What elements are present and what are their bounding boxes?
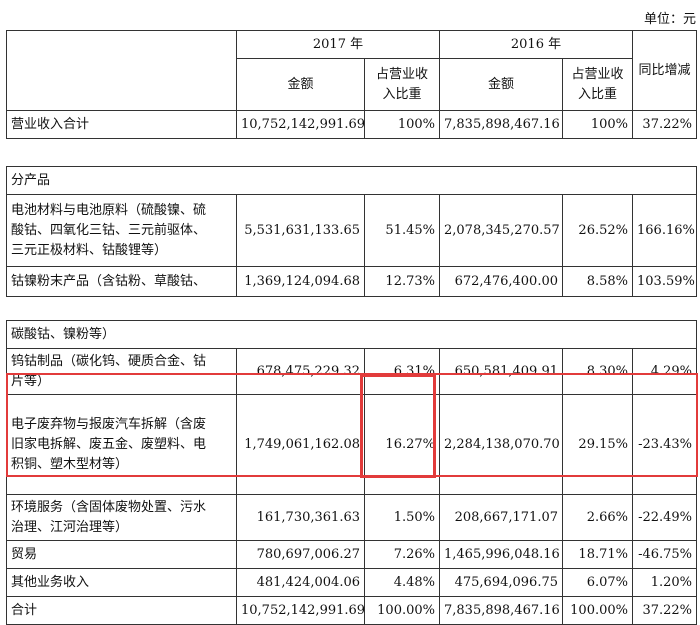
amount-2017: 1,749,061,162.08 bbox=[236, 394, 365, 495]
header-year-2016: 2016 年 bbox=[439, 30, 633, 59]
header-ratio-2017: 占营业收 入比重 bbox=[364, 58, 440, 111]
amount-2017: 10,752,142,991.69 bbox=[236, 110, 365, 139]
ratio-2017: 100.00% bbox=[364, 596, 440, 625]
header-ratio-2016: 占营业收 入比重 bbox=[562, 58, 633, 111]
table-row: 钴镍粉末产品（含钴粉、草酸钴、 1,369,124,094.68 12.73% 672… bbox=[6, 266, 698, 297]
ratio-2016: 26.52% bbox=[562, 194, 633, 267]
ratio-2016: 18.71% bbox=[562, 540, 633, 569]
product-table-continued: 碳酸钴、镍粉等） 钨钴制品（碳化钨、硬质合金、钴 片等） 678,475,229.3… bbox=[5, 320, 698, 625]
ratio-2017: 51.45% bbox=[364, 194, 440, 267]
ratio-2016: 100.00% bbox=[562, 596, 633, 625]
ratio-2016: 8.30% bbox=[562, 348, 633, 395]
ratio-2016: 8.58% bbox=[562, 266, 633, 297]
amount-2016: 650,581,409.91 bbox=[439, 348, 563, 395]
row-label: 电池材料与电池原料（硫酸镍、硫 酸钴、四氧化三钴、三元前驱体、 三元正极材料、钴酸锂… bbox=[6, 194, 237, 267]
ratio-2016: 100% bbox=[562, 110, 633, 139]
yoy: 1.20% bbox=[631, 568, 698, 597]
ratio-2017: 1.50% bbox=[364, 494, 440, 541]
table-row: 环境服务（含固体废物处置、污水 治理、江河治理等） 161,730,361.63 1.… bbox=[6, 494, 698, 541]
table-row: 贸易 780,697,006.27 7.26% 1,465,996,048.16 18.… bbox=[6, 540, 698, 569]
row-label: 钨钴制品（碳化钨、硬质合金、钴 片等） bbox=[6, 348, 237, 395]
yoy: -46.75% bbox=[631, 540, 698, 569]
yoy: 37.22% bbox=[631, 596, 698, 625]
row-label: 电子废弃物与报废汽车拆解（含废 旧家电拆解、废五金、废塑料、电 积铜、塑木型材等） bbox=[6, 394, 237, 495]
table-row: 合计 10,752,142,991.69 100.00% 7,835,898,467.… bbox=[6, 596, 698, 625]
amount-2016: 1,465,996,048.16 bbox=[439, 540, 563, 569]
amount-2016: 7,835,898,467.16 bbox=[439, 110, 563, 139]
amount-2017: 161,730,361.63 bbox=[236, 494, 365, 541]
header-yoy: 同比增减 bbox=[632, 30, 697, 111]
header-amount-2017: 金额 bbox=[236, 58, 365, 111]
yoy: 37.22% bbox=[632, 110, 697, 139]
table-row: 钨钴制品（碳化钨、硬质合金、钴 片等） 678,475,229.32 6.31% 650… bbox=[6, 348, 698, 395]
yoy: 103.59% bbox=[631, 266, 698, 297]
amount-2016: 2,078,345,270.57 bbox=[439, 194, 563, 267]
amount-2017: 5,531,631,133.65 bbox=[236, 194, 365, 267]
row-label: 环境服务（含固体废物处置、污水 治理、江河治理等） bbox=[6, 494, 237, 541]
ratio-2017: 6.31% bbox=[364, 348, 440, 395]
amount-2017: 481,424,004.06 bbox=[236, 568, 365, 597]
amount-2017: 10,752,142,991.69 bbox=[236, 596, 365, 625]
header-blank bbox=[6, 30, 237, 111]
table-row: 电池材料与电池原料（硫酸镍、硫 酸钴、四氧化三钴、三元前驱体、 三元正极材料、钴酸锂… bbox=[6, 194, 698, 267]
amount-2016: 7,835,898,467.16 bbox=[439, 596, 563, 625]
yoy: 4.29% bbox=[631, 348, 698, 395]
amount-2016: 475,694,096.75 bbox=[439, 568, 563, 597]
section-label: 分产品 bbox=[5, 166, 698, 195]
yoy: -23.43% bbox=[631, 394, 698, 495]
ratio-2016: 29.15% bbox=[562, 394, 633, 495]
ratio-2017: 7.26% bbox=[364, 540, 440, 569]
revenue-header-table: 2017 年 2016 年 同比增减 金额 占营业收 入比重 金额 占营业收 入比重… bbox=[6, 30, 697, 139]
ratio-2016: 2.66% bbox=[562, 494, 633, 541]
row-label: 钴镍粉末产品（含钴粉、草酸钴、 bbox=[6, 266, 237, 297]
ratio-2017: 12.73% bbox=[364, 266, 440, 297]
unit-label: 单位：元 bbox=[643, 12, 696, 27]
continuation-label: 碳酸钴、镍粉等） bbox=[5, 320, 698, 349]
row-label: 合计 bbox=[6, 596, 237, 625]
amount-2016: 208,667,171.07 bbox=[439, 494, 563, 541]
amount-2017: 1,369,124,094.68 bbox=[236, 266, 365, 297]
amount-2017: 678,475,229.32 bbox=[236, 348, 365, 395]
amount-2016: 2,284,138,070.70 bbox=[439, 394, 563, 495]
yoy: -22.49% bbox=[631, 494, 698, 541]
row-label: 贸易 bbox=[6, 540, 237, 569]
row-label: 营业收入合计 bbox=[6, 110, 237, 139]
table-row: 其他业务收入 481,424,004.06 4.48% 475,694,096.75 6… bbox=[6, 568, 698, 597]
ratio-2017: 16.27% bbox=[364, 394, 440, 495]
ratio-2017: 4.48% bbox=[364, 568, 440, 597]
row-label: 其他业务收入 bbox=[6, 568, 237, 597]
ratio-2016: 6.07% bbox=[562, 568, 633, 597]
product-table: 分产品 电池材料与电池原料（硫酸镍、硫 酸钴、四氧化三钴、三元前驱体、 三元正极材料… bbox=[5, 166, 698, 297]
table-row-total-top: 营业收入合计 10,752,142,991.69 100% 7,835,898,… bbox=[6, 110, 697, 139]
amount-2016: 672,476,400.00 bbox=[439, 266, 563, 297]
table-row: 电子废弃物与报废汽车拆解（含废 旧家电拆解、废五金、废塑料、电 积铜、塑木型材等） 1… bbox=[6, 394, 698, 495]
header-amount-2016: 金额 bbox=[439, 58, 563, 111]
ratio-2017: 100% bbox=[364, 110, 440, 139]
yoy: 166.16% bbox=[631, 194, 698, 267]
amount-2017: 780,697,006.27 bbox=[236, 540, 365, 569]
header-year-2017: 2017 年 bbox=[236, 30, 440, 59]
